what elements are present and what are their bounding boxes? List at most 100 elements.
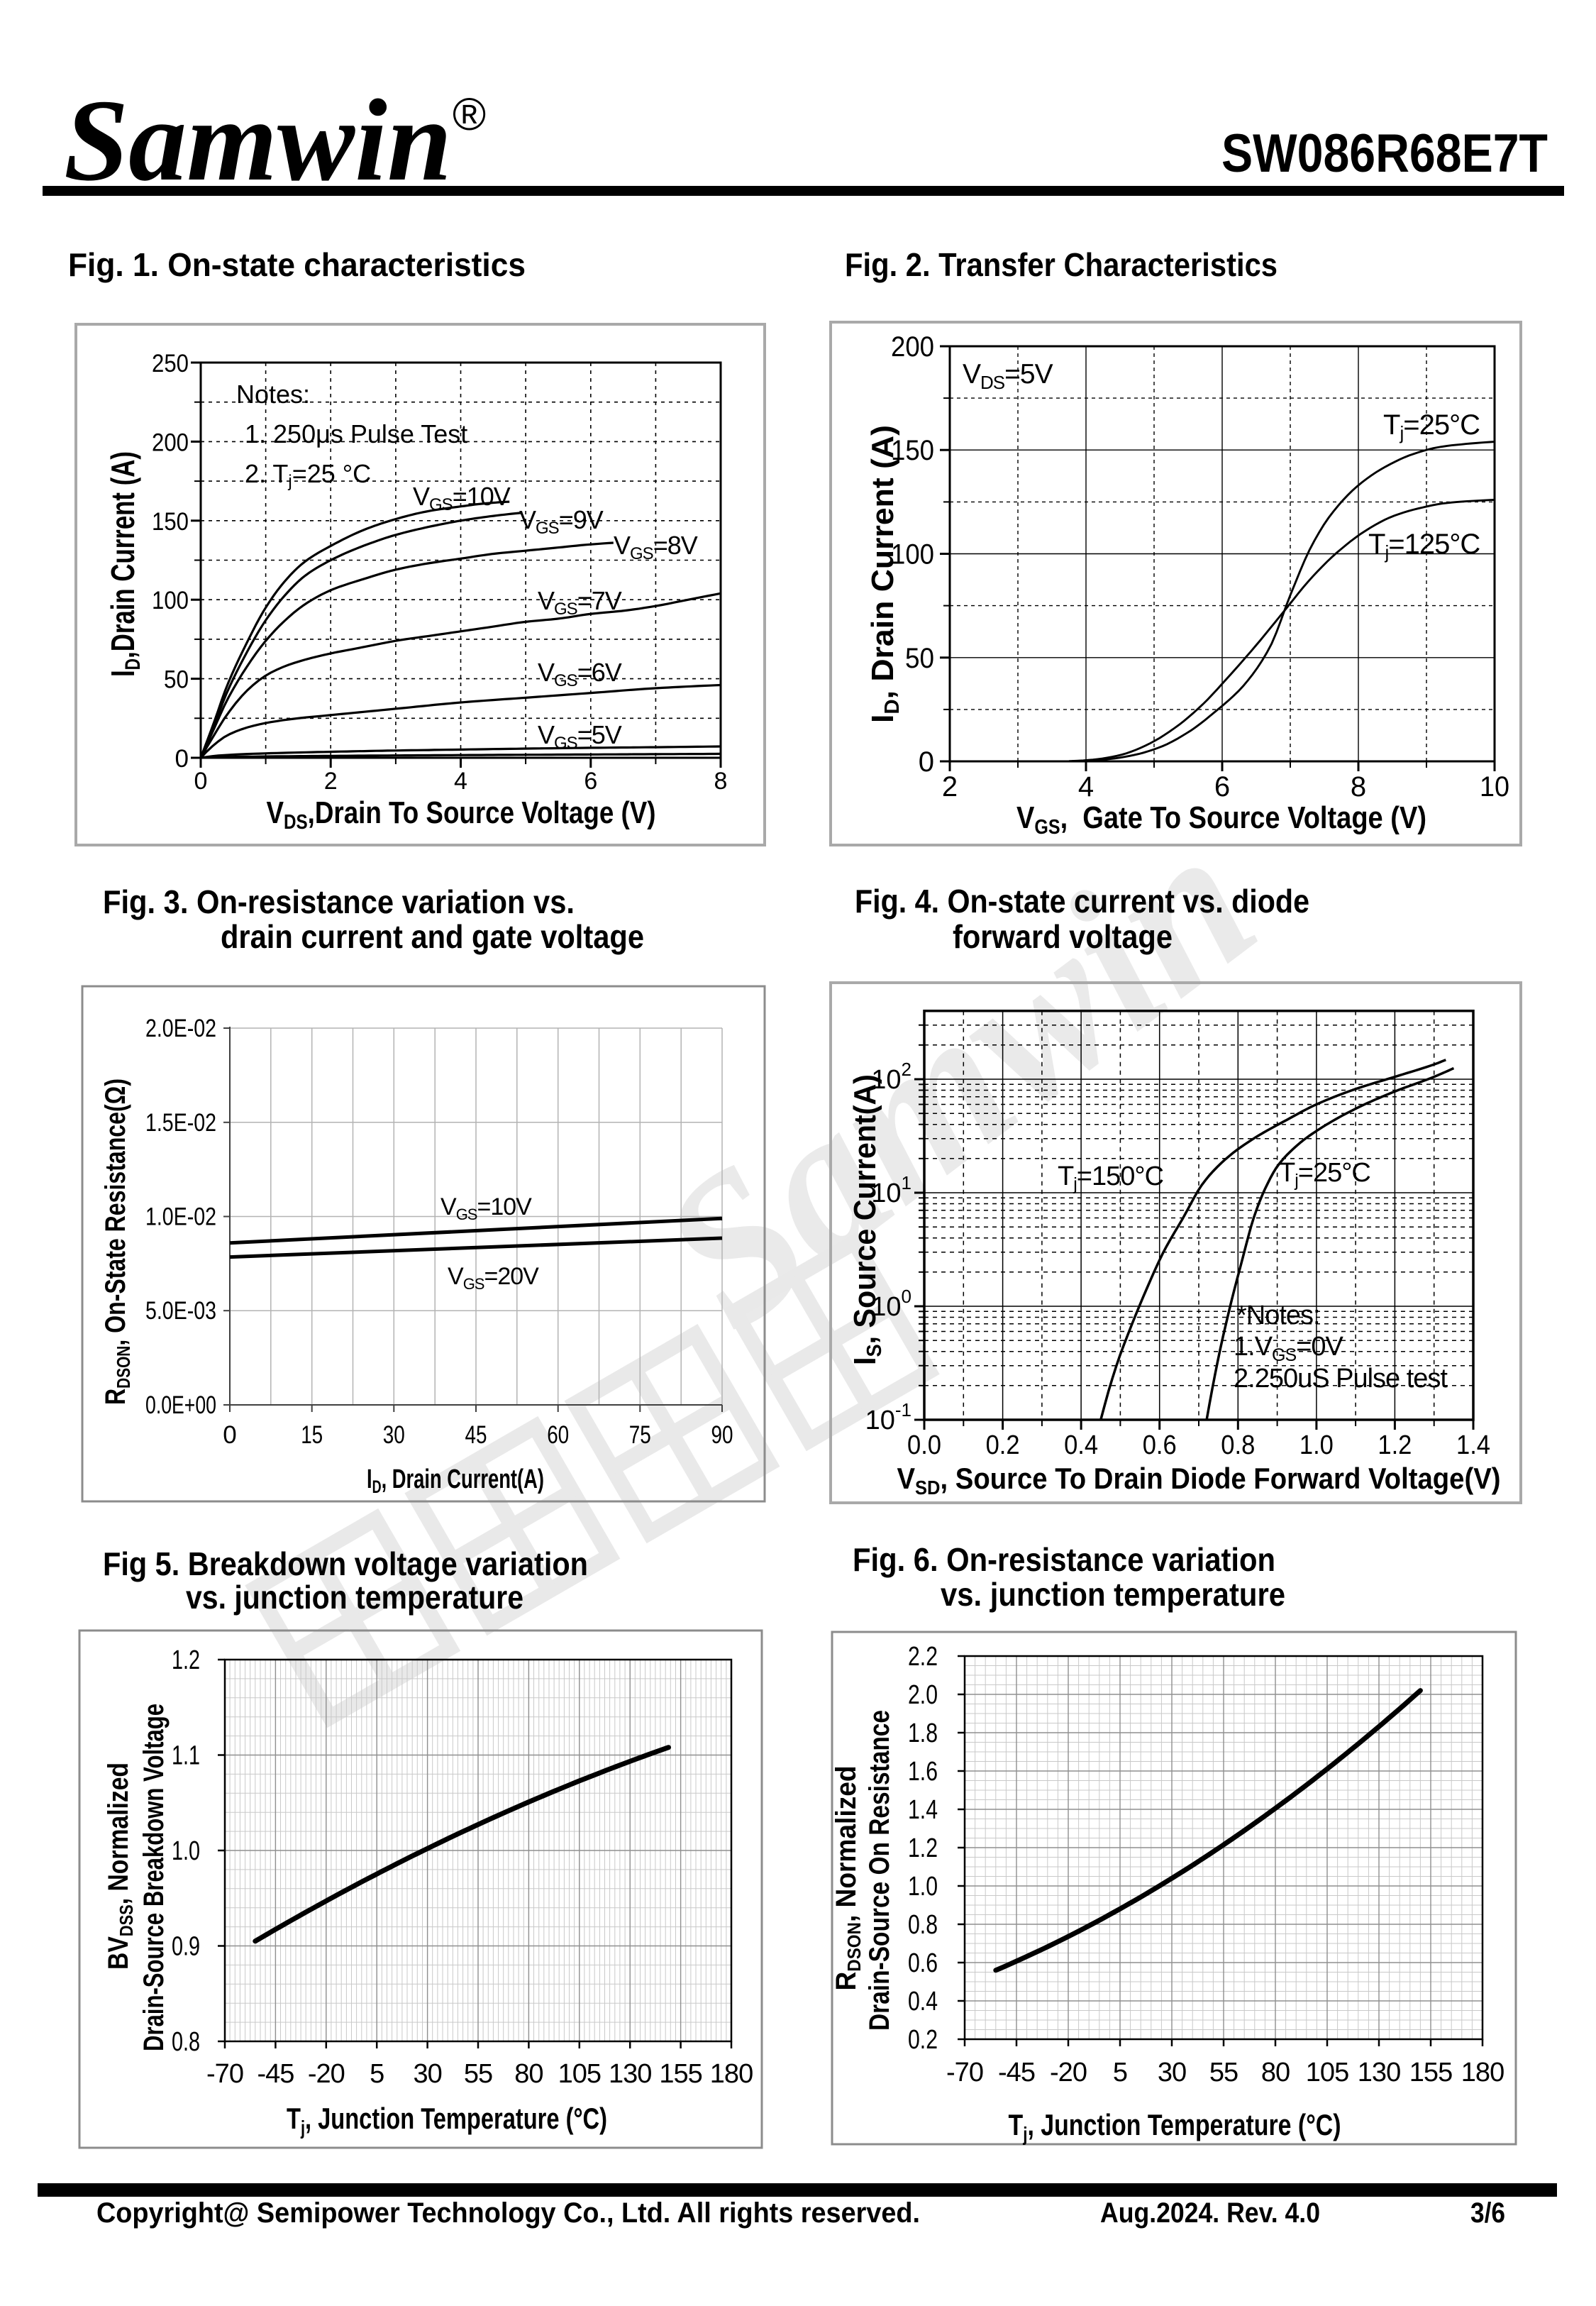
svg-text:80: 80 (514, 2059, 543, 2089)
svg-text:200: 200 (891, 331, 934, 363)
svg-text:Samwin: Samwin (64, 75, 452, 205)
svg-text:VGS=9V: VGS=9V (519, 505, 604, 538)
svg-text:55: 55 (464, 2059, 492, 2089)
svg-text:Fig 5. Breakdown voltage varia: Fig 5. Breakdown voltage variation (103, 1545, 588, 1582)
svg-text:Fig. 4. On-state current vs. d: Fig. 4. On-state current vs. diode (855, 883, 1309, 920)
svg-text:0: 0 (223, 1421, 236, 1449)
svg-text:0: 0 (175, 745, 189, 773)
svg-text:1.0: 1.0 (908, 1872, 938, 1902)
svg-text:4: 4 (1078, 771, 1094, 802)
svg-text:55: 55 (1209, 2058, 1238, 2087)
svg-text:2.250uS Pulse test: 2.250uS Pulse test (1234, 1364, 1448, 1394)
svg-text:Fig. 2. Transfer Characteristi: Fig. 2. Transfer Characteristics (845, 246, 1278, 283)
svg-text:0: 0 (919, 746, 934, 778)
svg-text:1.0: 1.0 (172, 1836, 200, 1866)
svg-text:®: ® (453, 89, 486, 140)
svg-text:ID, Drain Current(A): ID, Drain Current(A) (367, 1464, 544, 1497)
svg-text:15: 15 (301, 1421, 323, 1449)
svg-text:0.9: 0.9 (172, 1932, 200, 1962)
svg-text:0.2: 0.2 (986, 1430, 1020, 1460)
svg-text:VGS=10V: VGS=10V (440, 1193, 532, 1223)
svg-text:2: 2 (942, 771, 958, 802)
svg-text:ID, Drain Current (A): ID, Drain Current (A) (865, 425, 904, 723)
svg-text:1.1: 1.1 (172, 1741, 200, 1771)
svg-text:0.8: 0.8 (1221, 1430, 1255, 1460)
svg-text:Tj, Junction Temperature (°C): Tj, Junction Temperature (°C) (1009, 2108, 1341, 2145)
svg-text:30: 30 (383, 1421, 405, 1449)
svg-text:1.8: 1.8 (908, 1719, 938, 1748)
svg-text:155: 155 (659, 2059, 702, 2089)
svg-text:Aug.2024. Rev. 4.0: Aug.2024. Rev. 4.0 (1100, 2197, 1320, 2229)
svg-text:2.2: 2.2 (908, 1642, 938, 1672)
svg-text:-45: -45 (998, 2058, 1035, 2087)
svg-text:-70: -70 (206, 2059, 243, 2089)
svg-text:30: 30 (1158, 2058, 1186, 2087)
svg-text:RDSON, On-State Resistance(Ω): RDSON, On-State Resistance(Ω) (100, 1078, 134, 1405)
svg-text:4: 4 (454, 768, 467, 795)
svg-text:45: 45 (465, 1421, 487, 1449)
svg-text:50: 50 (905, 643, 934, 674)
svg-text:2.0E-02: 2.0E-02 (145, 1015, 216, 1042)
svg-text:105: 105 (1306, 2058, 1348, 2087)
svg-text:vs. junction temperature: vs. junction temperature (186, 1579, 523, 1616)
svg-text:Tj=150°C: Tj=150°C (1058, 1162, 1163, 1194)
svg-text:VSD, Source To Drain Diode For: VSD, Source To Drain Diode Forward Volta… (897, 1462, 1501, 1499)
svg-text:Fig. 1. On-state characteristi: Fig. 1. On-state characteristics (68, 246, 526, 283)
svg-text:0.8: 0.8 (172, 2027, 200, 2057)
svg-text:0.6: 0.6 (1143, 1430, 1177, 1460)
svg-text:0: 0 (194, 768, 208, 795)
svg-text:Samwin: Samwin (620, 783, 1295, 1373)
svg-text:0.8: 0.8 (908, 1910, 938, 1940)
svg-text:1.VGS=0V: 1.VGS=0V (1234, 1332, 1343, 1365)
svg-text:VGS=20V: VGS=20V (448, 1263, 539, 1293)
svg-text:SW086R68E7T: SW086R68E7T (1221, 123, 1548, 184)
svg-text:130: 130 (1358, 2058, 1400, 2087)
svg-text:0.4: 0.4 (908, 1987, 938, 2017)
svg-text:10: 10 (1480, 771, 1509, 802)
svg-text:1. 250μs Pulse Test: 1. 250μs Pulse Test (245, 419, 467, 448)
svg-text:100: 100 (871, 1286, 911, 1322)
svg-text:8: 8 (1351, 771, 1366, 802)
svg-text:30: 30 (413, 2059, 441, 2089)
svg-text:-45: -45 (257, 2059, 294, 2089)
svg-text:150: 150 (152, 508, 189, 536)
svg-text:2. Tj=25 °C: 2. Tj=25 °C (245, 459, 371, 491)
svg-text:0.2: 0.2 (908, 2025, 938, 2055)
svg-text:180: 180 (710, 2059, 753, 2089)
svg-text:5: 5 (1113, 2058, 1127, 2087)
svg-text:1.0E-02: 1.0E-02 (145, 1203, 216, 1231)
svg-text:0.4: 0.4 (1064, 1430, 1098, 1460)
svg-text:0.0: 0.0 (907, 1430, 941, 1460)
svg-text:-20: -20 (308, 2059, 345, 2089)
svg-text:Fig. 3. On-resistance variatio: Fig. 3. On-resistance variation vs. (103, 883, 575, 920)
svg-text:90: 90 (711, 1421, 733, 1449)
svg-text:3/6: 3/6 (1470, 2197, 1505, 2229)
svg-text:8: 8 (714, 768, 728, 795)
svg-text:60: 60 (547, 1421, 569, 1449)
svg-text:105: 105 (558, 2059, 601, 2089)
svg-text:1.5E-02: 1.5E-02 (145, 1109, 216, 1137)
svg-text:100: 100 (891, 539, 934, 570)
svg-text:80: 80 (1261, 2058, 1290, 2087)
svg-text:VGS=8V: VGS=8V (614, 531, 698, 563)
svg-text:Tj=125°C: Tj=125°C (1368, 529, 1480, 563)
svg-text:2.0: 2.0 (908, 1680, 938, 1710)
svg-text:Drain-Source On Resistance: Drain-Source On Resistance (864, 1710, 895, 2031)
svg-text:RDSON, Normalized: RDSON, Normalized (831, 1766, 865, 1991)
svg-text:VGS=6V: VGS=6V (538, 658, 622, 690)
svg-text:180: 180 (1461, 2058, 1504, 2087)
svg-text:Tj=25°C: Tj=25°C (1279, 1158, 1370, 1191)
svg-text:-20: -20 (1050, 2058, 1087, 2087)
svg-text:Copyright@ Semipower Technolog: Copyright@ Semipower Technology Co., Ltd… (96, 2197, 920, 2229)
svg-text:2: 2 (324, 768, 338, 795)
svg-text:0.6: 0.6 (908, 1948, 938, 1978)
svg-text:Fig. 6. On-resistance variatio: Fig. 6. On-resistance variation (853, 1541, 1275, 1578)
svg-text:75: 75 (629, 1421, 651, 1449)
svg-text:1.2: 1.2 (172, 1645, 200, 1675)
svg-text:6: 6 (1214, 771, 1230, 802)
svg-text:Tj=25°C: Tj=25°C (1383, 409, 1480, 443)
svg-text:VGS=7V: VGS=7V (538, 586, 622, 619)
svg-text:VDS,Drain To Source Voltage (V: VDS,Drain To Source Voltage (V) (267, 795, 656, 834)
svg-text:Tj, Junction Temperature (°C): Tj, Junction Temperature (°C) (287, 2102, 607, 2139)
svg-text:VDS=5V: VDS=5V (963, 359, 1053, 393)
